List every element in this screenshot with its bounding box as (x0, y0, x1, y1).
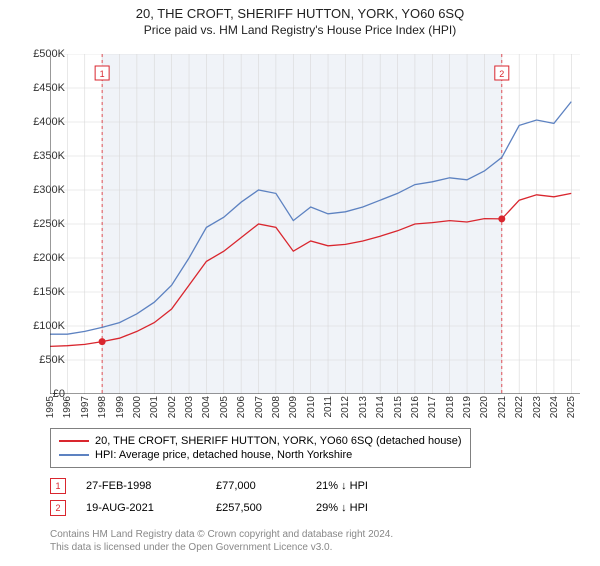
y-tick-label: £50K (39, 354, 65, 366)
transaction-badge: 2 (50, 500, 66, 516)
x-tick-label: 2023 (532, 396, 543, 418)
x-tick-label: 1996 (62, 396, 73, 418)
legend-swatch (59, 454, 89, 456)
legend: 20, THE CROFT, SHERIFF HUTTON, YORK, YO6… (50, 428, 471, 468)
x-tick-label: 2001 (149, 396, 160, 418)
chart-subtitle: Price paid vs. HM Land Registry's House … (0, 23, 600, 37)
y-tick-label: £350K (33, 150, 65, 162)
legend-row: HPI: Average price, detached house, Nort… (59, 449, 462, 461)
y-tick-label: £200K (33, 252, 65, 264)
x-tick-label: 1995 (45, 396, 56, 418)
x-tick-label: 2006 (236, 396, 247, 418)
transaction-badge: 1 (50, 478, 66, 494)
transaction-date: 27-FEB-1998 (86, 480, 216, 492)
legend-row: 20, THE CROFT, SHERIFF HUTTON, YORK, YO6… (59, 435, 462, 447)
x-tick-label: 1999 (115, 396, 126, 418)
svg-text:1: 1 (100, 69, 105, 79)
y-tick-label: £250K (33, 218, 65, 230)
x-tick-label: 2017 (427, 396, 438, 418)
x-tick-label: 2018 (445, 396, 456, 418)
footer-line1: Contains HM Land Registry data © Crown c… (50, 528, 393, 541)
x-tick-label: 2019 (462, 396, 473, 418)
x-tick-label: 2010 (306, 396, 317, 418)
x-tick-label: 1997 (80, 396, 91, 418)
x-tick-label: 2022 (514, 396, 525, 418)
footer-line2: This data is licensed under the Open Gov… (50, 541, 393, 554)
x-tick-label: 2007 (254, 396, 265, 418)
transaction-row: 1 27-FEB-1998£77,00021% ↓ HPI (50, 478, 446, 494)
transaction-diff: 21% ↓ HPI (316, 480, 446, 492)
y-tick-label: £450K (33, 82, 65, 94)
x-tick-label: 2013 (358, 396, 369, 418)
x-tick-label: 2014 (375, 396, 386, 418)
transaction-price: £77,000 (216, 480, 316, 492)
x-tick-label: 2021 (497, 396, 508, 418)
legend-label: 20, THE CROFT, SHERIFF HUTTON, YORK, YO6… (95, 435, 462, 447)
transaction-price: £257,500 (216, 502, 316, 514)
x-tick-label: 2025 (566, 396, 577, 418)
x-tick-label: 2002 (167, 396, 178, 418)
x-tick-label: 1998 (97, 396, 108, 418)
y-tick-label: £400K (33, 116, 65, 128)
x-tick-label: 2024 (549, 396, 560, 418)
transaction-date: 19-AUG-2021 (86, 502, 216, 514)
line-chart: 12 (50, 54, 580, 394)
x-tick-label: 2011 (323, 396, 334, 418)
x-tick-label: 2012 (340, 396, 351, 418)
x-tick-label: 2008 (271, 396, 282, 418)
y-tick-label: £150K (33, 286, 65, 298)
transactions-table: 1 27-FEB-1998£77,00021% ↓ HPI 2 19-AUG-2021… (50, 472, 446, 522)
footer-attribution: Contains HM Land Registry data © Crown c… (50, 528, 393, 554)
x-tick-label: 2000 (132, 396, 143, 418)
legend-swatch (59, 440, 89, 442)
y-tick-label: £300K (33, 184, 65, 196)
transaction-row: 2 19-AUG-2021£257,50029% ↓ HPI (50, 500, 446, 516)
x-tick-label: 2005 (219, 396, 230, 418)
x-tick-label: 2016 (410, 396, 421, 418)
legend-label: HPI: Average price, detached house, Nort… (95, 449, 352, 461)
x-tick-label: 2003 (184, 396, 195, 418)
transaction-diff: 29% ↓ HPI (316, 502, 446, 514)
svg-text:2: 2 (499, 69, 504, 79)
y-tick-label: £500K (33, 48, 65, 60)
x-tick-label: 2009 (288, 396, 299, 418)
chart-title: 20, THE CROFT, SHERIFF HUTTON, YORK, YO6… (0, 6, 600, 21)
x-tick-label: 2020 (479, 396, 490, 418)
y-tick-label: £100K (33, 320, 65, 332)
chart-area: 12 (50, 54, 580, 394)
x-tick-label: 2004 (201, 396, 212, 418)
x-tick-label: 2015 (393, 396, 404, 418)
